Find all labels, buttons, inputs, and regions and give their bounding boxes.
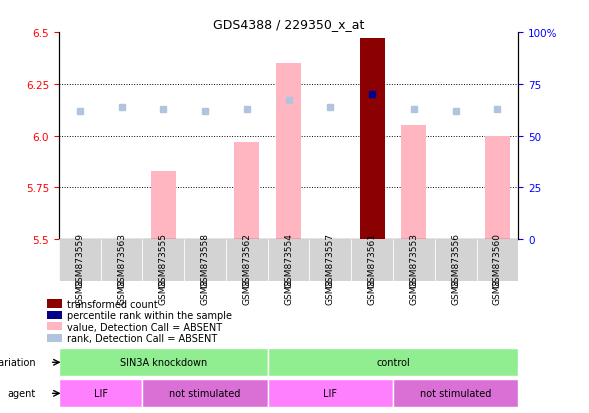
Text: GSM873557: GSM873557 [326,233,335,287]
FancyBboxPatch shape [59,349,268,376]
Text: GSM873559: GSM873559 [75,233,84,287]
Text: rank, Detection Call = ABSENT: rank, Detection Call = ABSENT [67,333,217,343]
Bar [143,240,184,281]
Bar [401,126,426,240]
Bar [360,39,385,240]
Bar [268,240,309,281]
FancyBboxPatch shape [268,380,393,407]
Text: genotype/variation: genotype/variation [0,357,36,368]
Text: control: control [376,357,410,368]
Text: value, Detection Call = ABSENT: value, Detection Call = ABSENT [67,322,222,332]
Bar [184,240,226,281]
Text: LIF: LIF [94,388,108,399]
Text: not stimulated: not stimulated [420,388,491,399]
Text: transformed count: transformed count [67,299,158,309]
Bar [393,240,435,281]
Bar [59,240,101,281]
Text: SIN3A knockdown: SIN3A knockdown [120,357,207,368]
Text: GSM873562: GSM873562 [242,233,252,287]
Text: GSM873556: GSM873556 [451,233,460,287]
Bar [309,240,351,281]
Text: not stimulated: not stimulated [170,388,241,399]
Bar [151,171,176,240]
Text: agent: agent [8,388,36,399]
Text: percentile rank within the sample: percentile rank within the sample [67,311,232,320]
Text: GSM873563: GSM873563 [117,233,126,287]
Bar [101,240,143,281]
Bar [47,300,62,308]
Text: LIF: LIF [323,388,337,399]
Text: GSM873553: GSM873553 [409,233,418,287]
Bar [226,240,268,281]
Text: GSM873555: GSM873555 [159,233,168,287]
FancyBboxPatch shape [59,380,143,407]
Text: GSM873554: GSM873554 [284,233,293,287]
Bar [435,240,477,281]
Bar [47,311,62,319]
Bar [477,240,518,281]
FancyBboxPatch shape [393,380,518,407]
Bar [485,136,510,240]
Bar [276,64,301,240]
FancyBboxPatch shape [268,349,518,376]
Bar [351,240,393,281]
Text: GSM873560: GSM873560 [493,233,502,287]
Title: GDS4388 / 229350_x_at: GDS4388 / 229350_x_at [213,17,365,31]
Bar [47,334,62,342]
Text: GSM873558: GSM873558 [201,233,210,287]
Text: GSM873561: GSM873561 [368,233,376,287]
Bar [234,142,259,240]
FancyBboxPatch shape [143,380,268,407]
Bar [47,322,62,330]
